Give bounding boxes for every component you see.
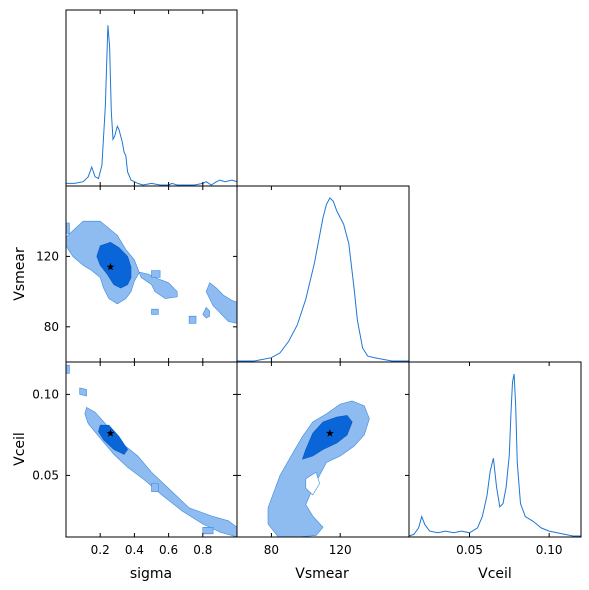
marginal-curve-sigma bbox=[66, 25, 238, 186]
x-axis-label-vsmear: Vsmear bbox=[295, 566, 349, 582]
x-tick-label-Vceil-0: 0.05 bbox=[456, 543, 483, 557]
contour-panel-Vceil_vs_Vsmear bbox=[267, 400, 370, 537]
y-axis-label-vsmear: Vsmear bbox=[12, 247, 28, 301]
y-tick-label-Vsmear-1: 120 bbox=[36, 249, 59, 263]
contour-outer-Vceil_vs_Vsmear-0 bbox=[267, 400, 370, 537]
contour-outer-Vceil_vs_sigma-3 bbox=[202, 526, 214, 535]
x-tick-label-sigma-1: 0.4 bbox=[125, 543, 144, 557]
x-axis-label-sigma: sigma bbox=[130, 566, 172, 582]
y-tick-label-Vceil-0: 0.05 bbox=[32, 468, 59, 482]
contour-inner-Vceil_vs_Vsmear-0 bbox=[301, 415, 353, 460]
marginal-curve-Vsmear bbox=[237, 197, 409, 362]
marginal-curve-Vceil bbox=[408, 373, 581, 537]
contour-outer-Vsmear_vs_sigma-4 bbox=[188, 315, 197, 324]
x-tick-label-Vsmear-1: 120 bbox=[329, 543, 352, 557]
best-fit-marker-Vceil_vs_Vsmear bbox=[325, 429, 334, 437]
x-tick-label-Vceil-1: 0.10 bbox=[536, 543, 563, 557]
contour-outer-Vsmear_vs_sigma-6 bbox=[66, 222, 70, 234]
contour-hole-Vceil_vs_Vsmear-0 bbox=[305, 471, 320, 496]
x-tick-label-sigma-0: 0.2 bbox=[91, 543, 110, 557]
panel-frame-0-0 bbox=[65, 9, 238, 187]
x-tick-label-sigma-2: 0.6 bbox=[159, 543, 178, 557]
x-tick-label-Vsmear-0: 80 bbox=[264, 543, 279, 557]
contour-outer-Vsmear_vs_sigma-5 bbox=[151, 270, 161, 278]
contour-inner-Vsmear_vs_sigma-0 bbox=[96, 241, 132, 289]
best-fit-marker-Vceil_vs_sigma bbox=[106, 429, 115, 437]
x-tick-label-sigma-3: 0.8 bbox=[193, 543, 212, 557]
y-tick-label-Vsmear-0: 80 bbox=[44, 320, 59, 334]
contour-panel-Vsmear_vs_sigma bbox=[66, 220, 237, 324]
panel-frame-1-1 bbox=[236, 185, 410, 363]
y-tick-label-Vceil-1: 0.10 bbox=[32, 387, 59, 401]
contour-outer-Vceil_vs_sigma-4 bbox=[66, 364, 70, 374]
panel-frame-0-2 bbox=[65, 361, 238, 538]
y-axis-label-vceil: Vceil bbox=[12, 432, 28, 466]
contour-outer-Vsmear_vs_sigma-3 bbox=[151, 308, 159, 315]
contour-outer-Vsmear_vs_sigma-1 bbox=[205, 282, 237, 324]
contour-outer-Vceil_vs_sigma-2 bbox=[151, 483, 159, 492]
best-fit-marker-Vsmear_vs_sigma bbox=[106, 262, 115, 271]
x-axis-label-vceil: Vceil bbox=[478, 566, 512, 582]
panel-frame-2-2 bbox=[408, 361, 582, 538]
contour-outer-Vsmear_vs_sigma-2 bbox=[202, 306, 210, 319]
contour-inner-Vceil_vs_sigma-0 bbox=[98, 424, 128, 455]
contour-panel-Vceil_vs_sigma bbox=[66, 364, 237, 537]
contour-outer-Vceil_vs_sigma-1 bbox=[79, 387, 87, 397]
